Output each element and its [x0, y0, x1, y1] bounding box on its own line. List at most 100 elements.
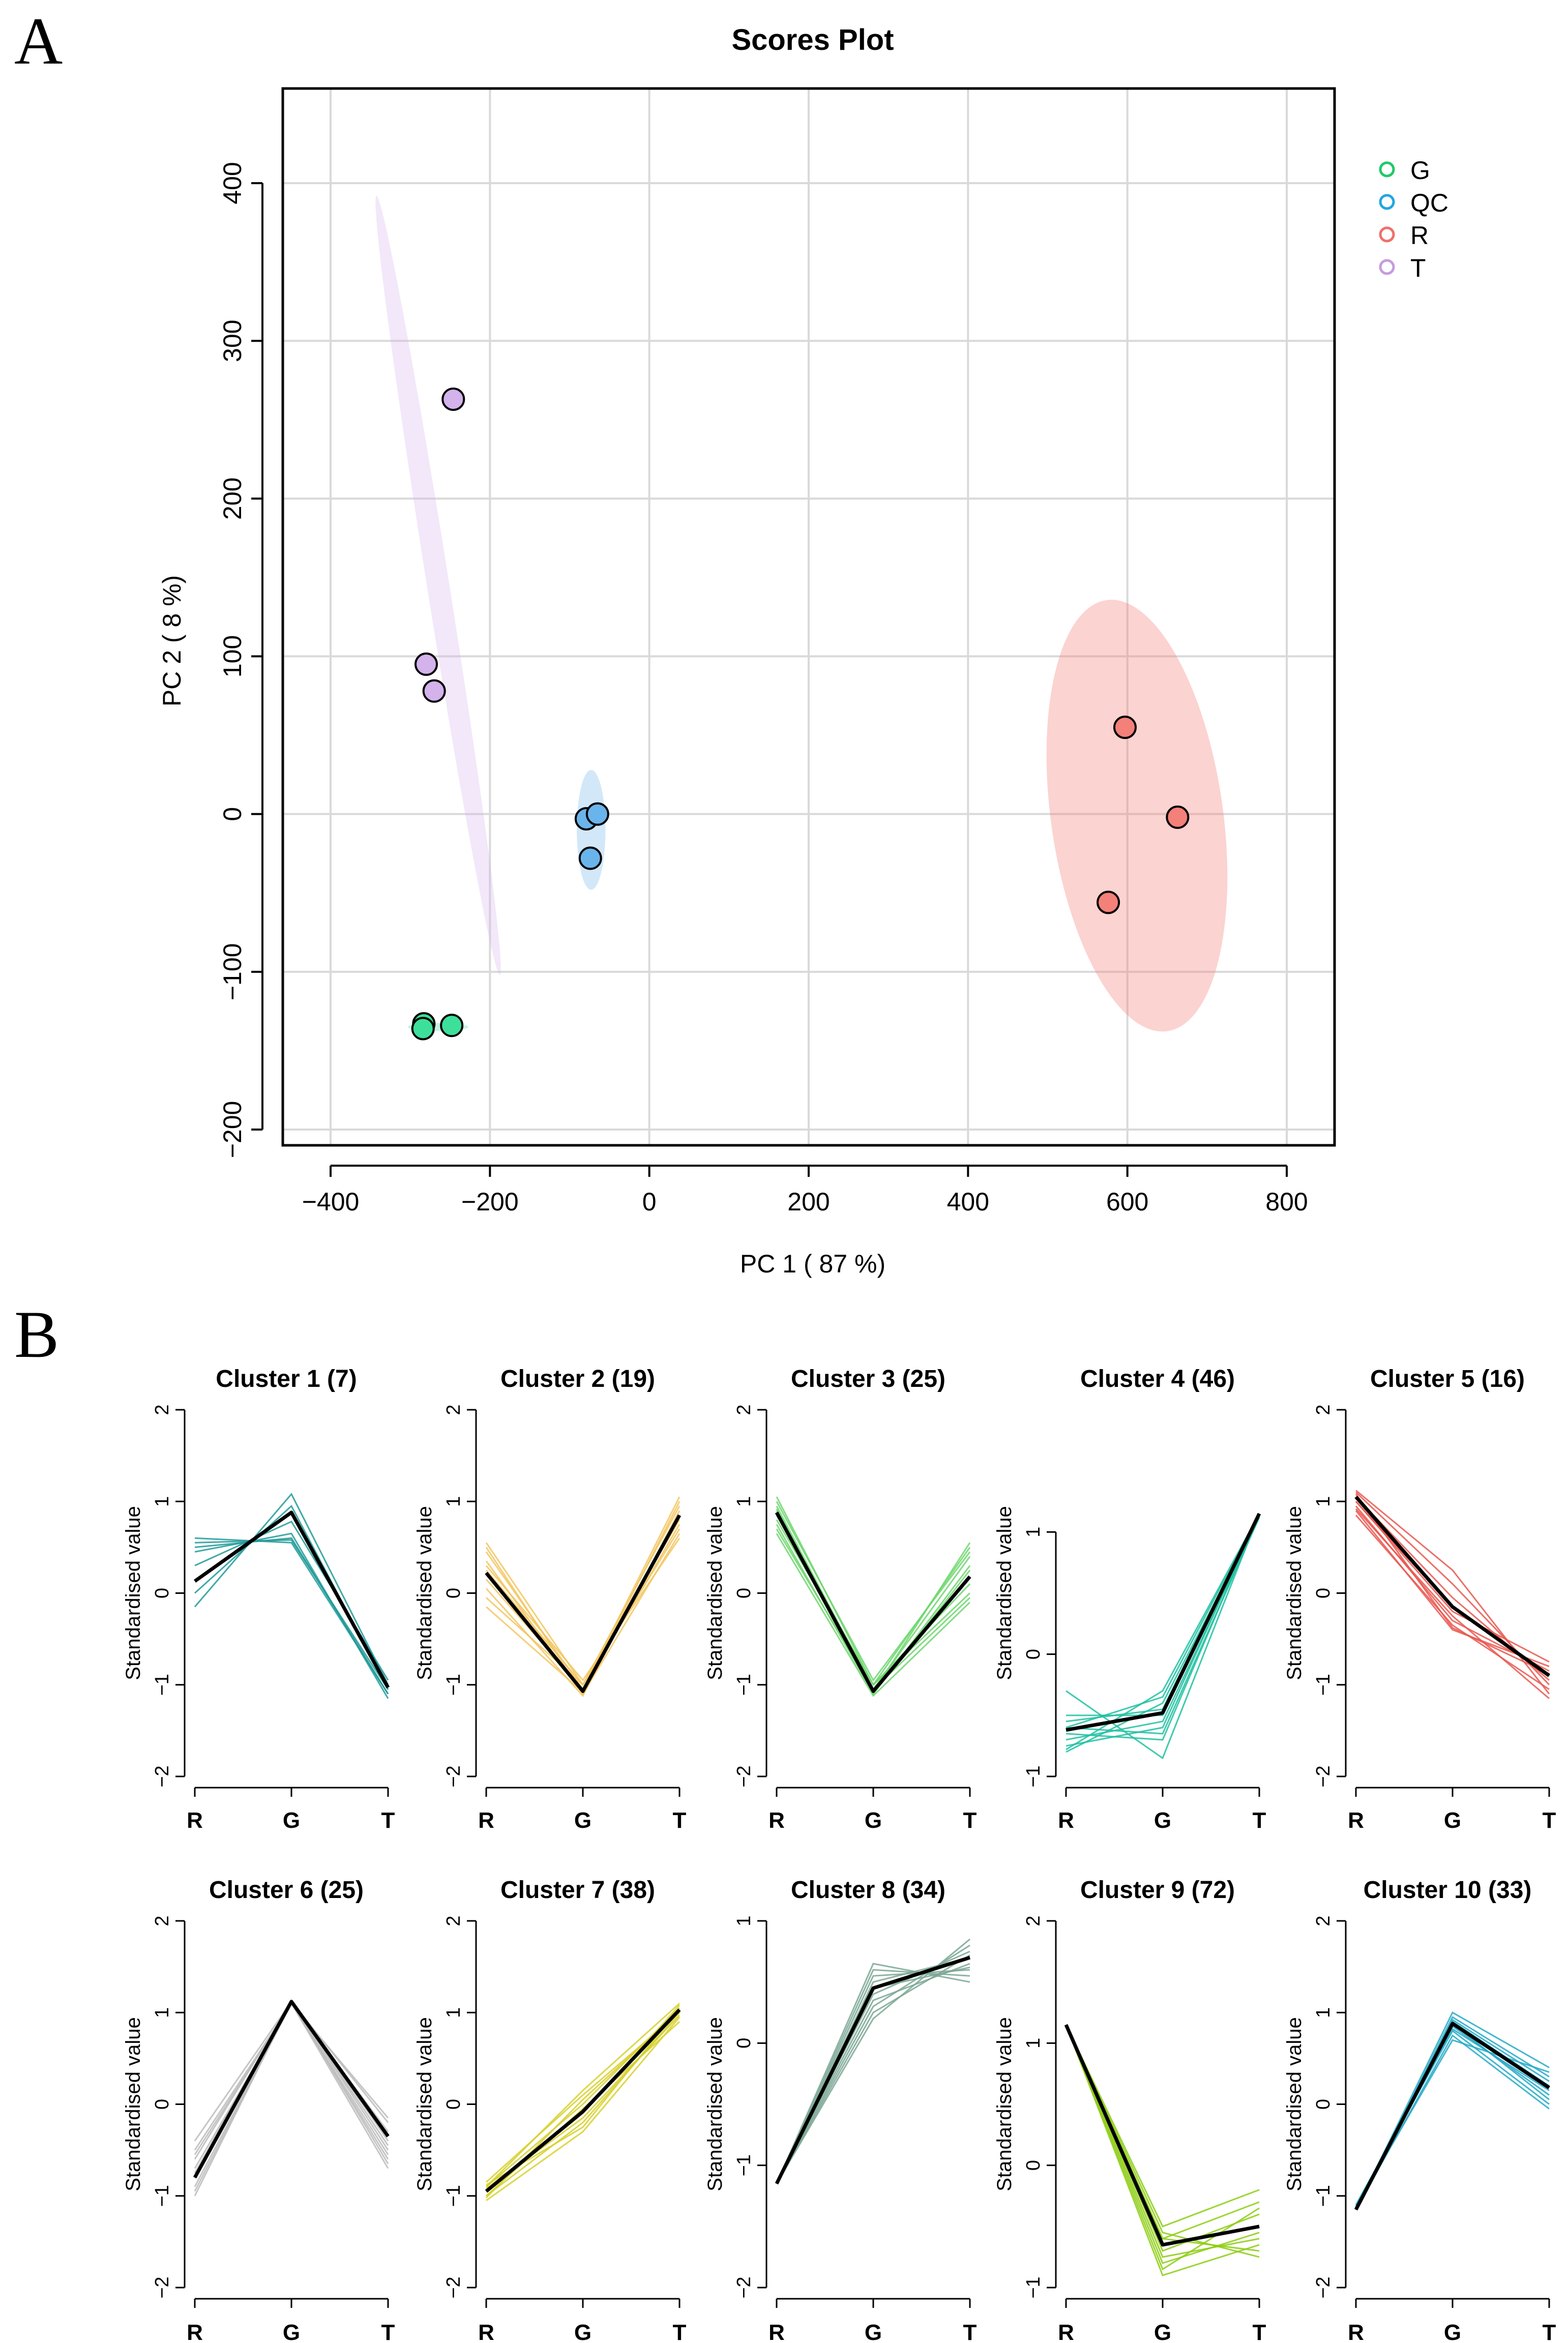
- cluster-y-tick-label: 2: [152, 1915, 173, 1926]
- scores-plot-grid: [283, 88, 1335, 1145]
- cluster-y-tick-label: −1: [1313, 1674, 1334, 1696]
- scores-plot-ylabel: PC 2 ( 8 %): [158, 575, 186, 706]
- data-point-t: [441, 387, 465, 411]
- cluster-y-tick-label: 1: [1313, 1496, 1334, 1507]
- cluster-panel: Cluster 4 (46) −1 0 1 Standardised value R G T: [993, 1366, 1266, 1833]
- y-tick-label: 100: [218, 635, 247, 677]
- cluster-profile-line: [194, 1493, 389, 1685]
- x-tick-label: −400: [302, 1188, 360, 1216]
- cluster-profile-line: [194, 1539, 389, 1690]
- cluster-x-tick-label: T: [381, 1808, 395, 1833]
- cluster-y-label: Standardised value: [993, 2017, 1016, 2191]
- cluster-title: Cluster 7 (38): [500, 1877, 655, 1904]
- cluster-title: Cluster 1 (7): [216, 1366, 357, 1392]
- cluster-panel: Cluster 10 (33) −2 −1 0 1 2 Standardised value…: [1283, 1877, 1556, 2343]
- cluster-x-tick-label: R: [1348, 2320, 1364, 2343]
- scores-plot-xlabel: PC 1 ( 87 %): [740, 1250, 885, 1278]
- cluster-x-tick-label: T: [963, 2320, 977, 2343]
- cluster-profile-line: [485, 1537, 681, 1682]
- scores-plot-points: [411, 387, 1190, 1041]
- cluster-x-tick-label: G: [283, 1808, 300, 1833]
- cluster-x-tick-label: R: [478, 2320, 494, 2343]
- cluster-y-tick-label: 1: [1313, 2007, 1334, 2018]
- cluster-x-tick-label: G: [283, 2320, 300, 2343]
- cluster-profile-line: [776, 1533, 971, 1697]
- cluster-y-tick-label: 1: [733, 1496, 755, 1507]
- cluster-y-tick-label: −1: [443, 1674, 464, 1696]
- cluster-panel: Cluster 2 (19) −2 −1 0 1 2 Standardised value R…: [413, 1366, 687, 1833]
- cluster-profile-line: [776, 1501, 971, 1682]
- cluster-x-tick-label: G: [865, 2320, 882, 2343]
- cluster-x-tick-label: G: [1154, 1808, 1171, 1833]
- cluster-panel: Cluster 9 (72) −1 0 1 2 Standardised value R G T: [993, 1877, 1266, 2343]
- data-point-r: [1113, 716, 1137, 739]
- cluster-y-tick-label: −2: [152, 2276, 173, 2298]
- cluster-y-tick-label: −2: [443, 1765, 464, 1787]
- cluster-x-tick-label: G: [1444, 2320, 1461, 2343]
- cluster-y-tick-label: 1: [1023, 1527, 1044, 1537]
- cluster-x-tick-label: T: [963, 1808, 977, 1833]
- x-tick-label: 800: [1265, 1188, 1308, 1216]
- cluster-x-tick-label: R: [768, 1808, 785, 1833]
- cluster-profile-line: [485, 1533, 681, 1696]
- cluster-x-tick-label: R: [768, 2320, 785, 2343]
- cluster-x-tick-label: T: [1253, 2320, 1266, 2343]
- cluster-title: Cluster 10 (33): [1364, 1877, 1532, 1904]
- cluster-mean-line: [1354, 2022, 1550, 2211]
- cluster-y-label: Standardised value: [122, 1506, 144, 1680]
- cluster-mean-line: [1354, 1495, 1551, 1677]
- cluster-y-label: Standardised value: [413, 1506, 436, 1680]
- cluster-y-tick-label: 1: [152, 1496, 173, 1507]
- cluster-y-tick-label: −1: [733, 2154, 755, 2176]
- cluster-y-tick-label: −2: [1313, 1765, 1334, 1787]
- cluster-mean-line: [1066, 1512, 1261, 1732]
- cluster-y-tick-label: 0: [152, 2099, 173, 2110]
- data-point-g: [411, 1017, 435, 1041]
- y-tick-label: 300: [218, 320, 247, 362]
- cluster-x-tick-label: R: [1058, 2320, 1074, 2343]
- y-tick-label: 200: [218, 478, 247, 520]
- x-tick-label: 600: [1106, 1188, 1148, 1216]
- cluster-x-tick-label: T: [673, 2320, 687, 2343]
- y-tick-label: 400: [218, 162, 247, 204]
- legend-marker-qc: [1379, 194, 1395, 210]
- cluster-y-tick-label: 2: [1023, 1915, 1044, 1926]
- cluster-x-tick-label: G: [1444, 1808, 1461, 1833]
- cluster-profile-line: [1066, 1513, 1260, 1729]
- panel-b-letter: B: [14, 1297, 59, 1372]
- cluster-y-tick-label: 0: [733, 1588, 755, 1598]
- cluster-y-tick-label: −2: [1313, 2276, 1334, 2298]
- cluster-profile-line: [1355, 1508, 1550, 1699]
- cluster-panel: Cluster 3 (25) −2 −1 0 1 2 Standardised value R…: [704, 1366, 977, 1833]
- cluster-y-tick-label: −1: [1023, 1765, 1044, 1787]
- cluster-title: Cluster 3 (25): [791, 1366, 945, 1392]
- cluster-mean-line: [193, 2000, 390, 2179]
- cluster-title: Cluster 6 (25): [209, 1877, 364, 1904]
- confidence-ellipse-qc: [577, 769, 606, 890]
- cluster-y-tick-label: 2: [1313, 1915, 1334, 1926]
- legend-label-t: T: [1410, 254, 1426, 282]
- cluster-y-label: Standardised value: [1283, 1506, 1306, 1680]
- cluster-x-tick-label: R: [187, 1808, 203, 1833]
- cluster-x-tick-label: G: [574, 2320, 591, 2343]
- data-point-g: [440, 1014, 464, 1037]
- cluster-y-tick-label: 0: [1313, 1588, 1334, 1598]
- cluster-profile-line: [1065, 2024, 1260, 2228]
- cluster-mean-line: [1064, 2024, 1260, 2247]
- scores-plot-x-axis: −400 −200 0 200 400 600 800: [302, 1165, 1308, 1216]
- cluster-y-tick-label: −1: [152, 1674, 173, 1696]
- legend-marker-t: [1379, 259, 1395, 275]
- cluster-title: Cluster 5 (16): [1370, 1366, 1525, 1392]
- cluster-panel: Cluster 6 (25) −2 −1 0 1 2 Standardised value R…: [122, 1877, 395, 2343]
- cluster-y-tick-label: 2: [1313, 1404, 1334, 1415]
- scores-plot-y-axis: −200 −100 0 100 200 300 400: [218, 162, 263, 1158]
- cluster-y-tick-label: 0: [152, 1588, 173, 1598]
- cluster-profile-line: [194, 1537, 389, 1695]
- cluster-x-tick-label: T: [1543, 1808, 1556, 1833]
- cluster-profile-line: [1355, 1493, 1550, 1675]
- scores-plot-title: Scores Plot: [731, 23, 894, 56]
- cluster-y-tick-label: −1: [152, 2185, 173, 2207]
- cluster-y-tick-label: 2: [152, 1404, 173, 1415]
- legend-label-qc: QC: [1410, 189, 1448, 217]
